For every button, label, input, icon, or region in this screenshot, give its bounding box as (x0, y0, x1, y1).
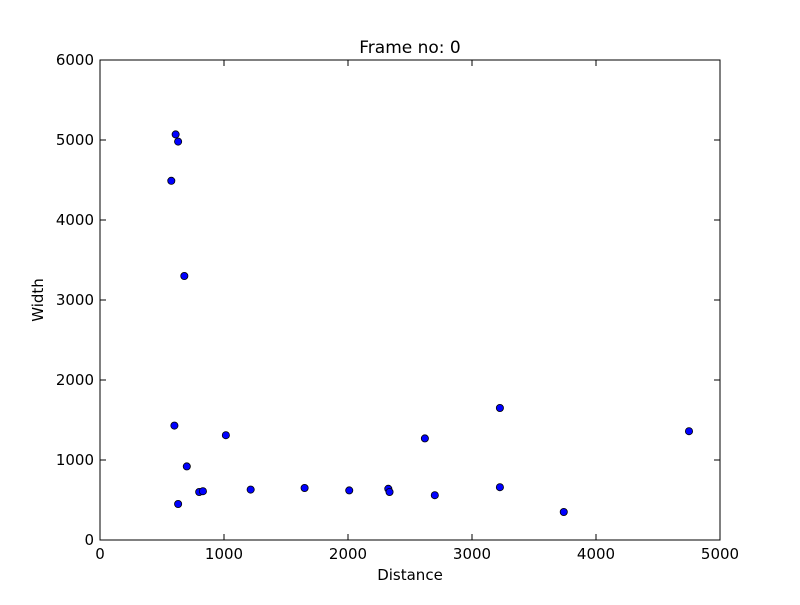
x-axis-label: Distance (377, 566, 443, 584)
data-point (685, 427, 694, 436)
data-point (167, 176, 176, 185)
axis-ticks: 0 1000 2000 3000 4000 5000 0 1000 2000 3000 4000 50… (56, 51, 739, 563)
y-tick-label: 5000 (56, 131, 94, 149)
data-point (430, 491, 439, 500)
x-tick-label: 0 (95, 545, 105, 563)
x-tick-label: 3000 (453, 545, 491, 563)
data-point (182, 462, 191, 471)
data-point (246, 485, 255, 494)
y-axis-label: Width (29, 278, 47, 322)
x-tick-label: 4000 (577, 545, 615, 563)
data-point (171, 130, 180, 139)
data-point (221, 431, 230, 440)
data-point (180, 271, 189, 280)
data-point (174, 499, 183, 508)
data-point (495, 403, 504, 412)
data-point (420, 434, 429, 443)
data-point (345, 486, 354, 495)
x-tick-label: 1000 (205, 545, 243, 563)
data-point (174, 137, 183, 146)
y-tick-label: 3000 (56, 291, 94, 309)
plot-area (99, 59, 721, 541)
y-tick-label: 0 (84, 531, 94, 549)
data-point (170, 421, 179, 430)
y-tick-label: 6000 (56, 51, 94, 69)
data-point (559, 507, 568, 516)
y-tick-label: 2000 (56, 371, 94, 389)
data-point (300, 483, 309, 492)
y-tick-label: 4000 (56, 211, 94, 229)
data-point (198, 487, 207, 496)
chart-title: Frame no: 0 (359, 38, 461, 58)
data-point (385, 487, 394, 496)
x-tick-label: 5000 (701, 545, 739, 563)
data-points (167, 130, 694, 516)
data-point (495, 483, 504, 492)
y-tick-label: 1000 (56, 451, 94, 469)
x-tick-label: 2000 (329, 545, 367, 563)
